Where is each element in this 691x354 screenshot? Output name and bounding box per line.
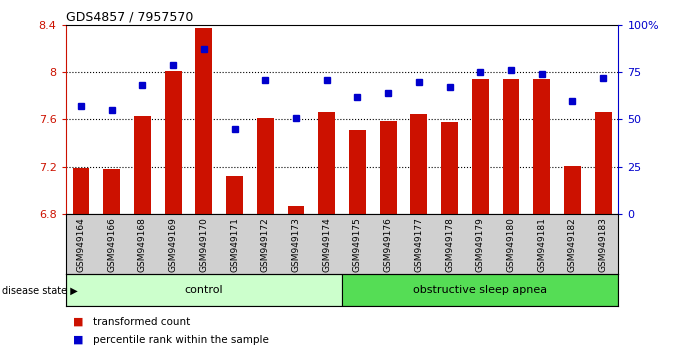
Bar <box>410 114 427 214</box>
Text: transformed count: transformed count <box>93 317 191 327</box>
Text: GSM949171: GSM949171 <box>230 217 239 272</box>
Bar <box>319 112 335 214</box>
Text: ■: ■ <box>73 335 83 345</box>
Bar <box>441 122 458 214</box>
Text: GSM949173: GSM949173 <box>292 217 301 272</box>
Bar <box>342 274 618 306</box>
Text: GSM949164: GSM949164 <box>77 217 86 272</box>
Bar <box>287 206 305 214</box>
Text: GSM949166: GSM949166 <box>107 217 116 272</box>
Text: GSM949168: GSM949168 <box>138 217 147 272</box>
Bar <box>103 169 120 214</box>
Bar <box>502 79 520 214</box>
Text: disease state ▶: disease state ▶ <box>2 285 78 295</box>
Text: GSM949174: GSM949174 <box>322 217 331 272</box>
Bar <box>595 112 612 214</box>
Bar <box>257 118 274 214</box>
Bar <box>533 79 550 214</box>
Text: GSM949169: GSM949169 <box>169 217 178 272</box>
Text: GSM949183: GSM949183 <box>598 217 607 272</box>
Text: GSM949182: GSM949182 <box>568 217 577 272</box>
Bar <box>164 71 182 214</box>
Text: GSM949177: GSM949177 <box>415 217 424 272</box>
Text: GSM949172: GSM949172 <box>261 217 269 272</box>
Bar <box>564 166 581 214</box>
Text: GSM949175: GSM949175 <box>353 217 362 272</box>
Text: GSM949176: GSM949176 <box>384 217 392 272</box>
Text: percentile rank within the sample: percentile rank within the sample <box>93 335 269 345</box>
Text: GDS4857 / 7957570: GDS4857 / 7957570 <box>66 11 193 24</box>
Text: ■: ■ <box>73 317 83 327</box>
Text: GSM949181: GSM949181 <box>537 217 546 272</box>
Bar <box>66 274 342 306</box>
Bar <box>73 168 89 214</box>
Text: GSM949180: GSM949180 <box>507 217 515 272</box>
Text: GSM949178: GSM949178 <box>445 217 454 272</box>
Bar <box>379 121 397 214</box>
Bar <box>226 176 243 214</box>
Bar <box>349 130 366 214</box>
Text: GSM949179: GSM949179 <box>475 217 485 272</box>
Text: obstructive sleep apnea: obstructive sleep apnea <box>413 285 547 295</box>
Bar <box>472 79 489 214</box>
Text: GSM949170: GSM949170 <box>199 217 209 272</box>
Bar <box>196 28 212 214</box>
Text: control: control <box>184 285 223 295</box>
Bar <box>134 116 151 214</box>
